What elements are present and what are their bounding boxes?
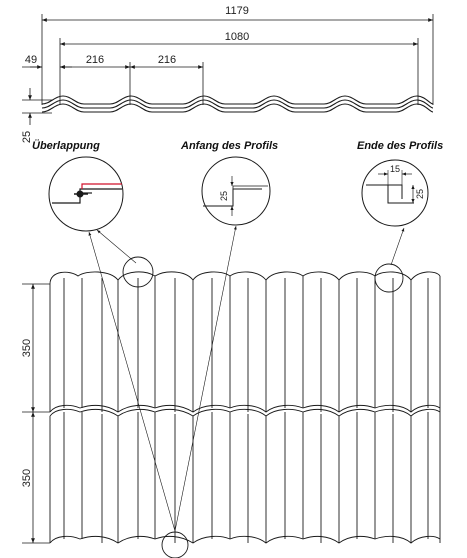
dim-profile-height: 25 [21, 131, 33, 143]
top-dimension-lines [22, 14, 434, 125]
tile-panel [49, 271, 441, 544]
detail-start-circle [201, 156, 271, 226]
detail-start-title: Anfang des Profils [180, 140, 278, 152]
detail-overlap-circle [48, 156, 124, 232]
wave-profile [41, 95, 434, 113]
detail-overlap-title: Überlappung [32, 139, 100, 152]
detail-end-dim-height: 25 [415, 189, 425, 199]
dim-wave-pitch-1: 216 [86, 54, 104, 66]
dim-step-length-1: 350 [21, 339, 33, 357]
dim-covering-width: 1080 [225, 31, 249, 43]
detail-end-dim-width: 15 [390, 164, 400, 174]
detail-end-title: Ende des Profils [357, 140, 443, 152]
dim-edge-offset: 49 [25, 54, 37, 66]
detail-start-dim: 25 [219, 191, 229, 201]
panel-detail-markers [122, 256, 404, 558]
panel-height-dimensions [22, 283, 50, 544]
detail-pointer-lines [88, 225, 405, 532]
dim-step-length-2: 350 [21, 469, 33, 487]
detail-end-circle [361, 159, 429, 227]
dim-overall-width: 1179 [225, 5, 249, 17]
dim-wave-pitch-2: 216 [158, 54, 176, 66]
